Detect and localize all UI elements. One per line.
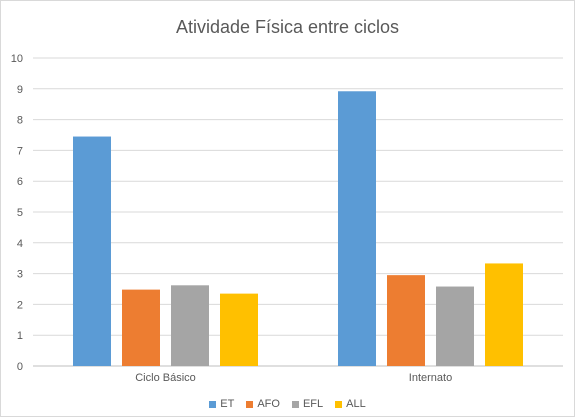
bar-et (338, 91, 376, 366)
legend-swatch (335, 400, 343, 408)
chart-title: Atividade Física entre ciclos (175, 17, 400, 37)
legend-swatch (209, 400, 217, 408)
bar-all (485, 263, 523, 366)
y-tick-label: 9 (17, 84, 23, 96)
bar-afo (387, 275, 425, 366)
legend-item-all: ALL (335, 398, 366, 410)
y-tick-label: 3 (17, 269, 23, 281)
legend-item-et: ET (209, 398, 234, 410)
bar-efl (436, 286, 474, 366)
legend-label: EFL (302, 398, 324, 410)
y-tick-label: 10 (11, 53, 23, 65)
legend-item-efl: EFL (291, 398, 324, 410)
bar-et (73, 136, 111, 366)
y-tick-label: 6 (17, 176, 23, 188)
y-tick-label: 8 (17, 115, 23, 127)
legend-swatch (246, 400, 254, 408)
bar-afo (122, 289, 160, 366)
x-category-label: Internato (409, 372, 452, 384)
bar-all (220, 293, 258, 366)
y-tick-label: 2 (17, 299, 23, 311)
x-category-label: Ciclo Básico (135, 372, 196, 384)
legend-swatch (291, 400, 299, 408)
y-tick-label: 7 (17, 145, 23, 157)
legend-item-afo: AFO (246, 398, 280, 410)
bar-efl (171, 285, 209, 366)
chart-legend: ET AFO EFL ALL (1, 398, 574, 410)
y-tick-label: 5 (17, 207, 23, 219)
legend-label: ET (220, 398, 235, 410)
y-tick-label: 4 (17, 238, 23, 250)
y-tick-label: 0 (17, 361, 23, 373)
y-tick-label: 1 (17, 330, 23, 342)
bar-chart-plot: 0 1 2 3 4 5 6 7 8 9 10 Ciclo Básico Internato (11, 53, 563, 384)
legend-label: ALL (346, 398, 366, 410)
legend-label: AFO (257, 398, 280, 410)
